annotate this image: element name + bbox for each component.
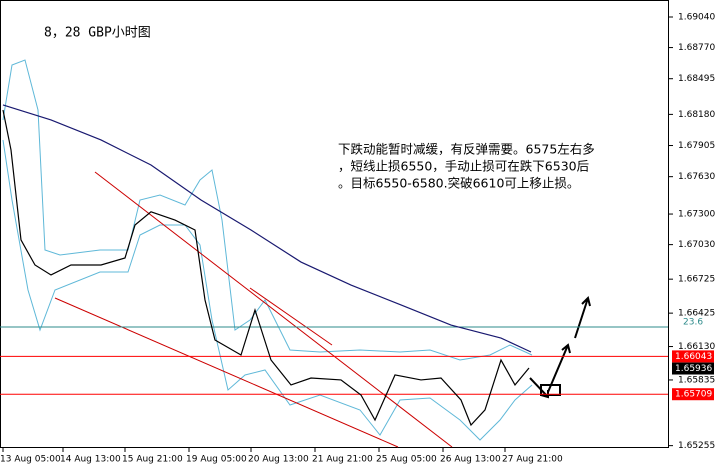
level-tag	[672, 362, 714, 375]
band-upper	[2, 59, 533, 361]
arrow-up	[574, 296, 591, 339]
x-tick-label: 15 Aug 21:00	[122, 455, 183, 464]
level-label: 1.66043	[675, 352, 712, 362]
level-label: 1.65936	[675, 364, 712, 374]
price-line	[2, 104, 532, 353]
channel-lower	[54, 297, 399, 448]
channel-upper	[94, 171, 453, 448]
x-tick-label: 27 Aug 21:00	[502, 455, 563, 464]
y-tick-label: 1.67905	[678, 141, 715, 151]
x-tick-label: 21 Aug 21:00	[312, 455, 373, 464]
level-tag	[672, 350, 714, 363]
trend-short	[249, 287, 333, 346]
y-tick-label: 1.65255	[678, 441, 715, 451]
x-tick-label: 14 Aug 13:00	[60, 455, 121, 464]
y-tick-label: 1.67630	[678, 172, 715, 182]
x-tick-label: 25 Aug 05:00	[376, 455, 437, 464]
y-tick-label: 1.68495	[678, 74, 715, 84]
y-tick-label: 1.69040	[678, 12, 715, 22]
y-tick-label: 1.68180	[678, 110, 715, 120]
annotation: 。目标6550-6580.突破6610可上移止损。	[338, 176, 579, 191]
y-tick-label: 1.66425	[678, 309, 715, 319]
arrow-up	[547, 343, 571, 393]
y-tick-label: 1.67300	[678, 210, 715, 220]
price-line	[2, 109, 530, 427]
annotation: ，短线止损6550，手动止损可在跌下6530后	[338, 159, 589, 174]
plot-frame	[0, 0, 669, 448]
y-tick-label: 1.65835	[678, 375, 715, 385]
annotation: 下跌动能暂时减缓，有反弹需要。6575左右多	[338, 142, 595, 157]
x-tick-label: 19 Aug 05:00	[186, 455, 247, 464]
x-tick-label: 13 Aug 05:00	[0, 455, 61, 464]
level-tag	[672, 388, 714, 401]
band-lower	[2, 139, 533, 441]
y-tick-label: 1.67030	[678, 240, 715, 250]
x-tick-label: 20 Aug 13:00	[248, 455, 309, 464]
y-tick-label: 1.66725	[678, 275, 715, 285]
y-tick-label: 1.66130	[678, 342, 715, 352]
fib-label: 23.6	[683, 317, 703, 327]
chart-title: 8，28 GBP小时图	[44, 26, 151, 41]
x-tick-label: 26 Aug 13:00	[440, 455, 501, 464]
level-label: 1.65709	[675, 390, 712, 400]
y-tick-label: 1.68770	[678, 43, 715, 53]
decorations	[2, 59, 591, 448]
